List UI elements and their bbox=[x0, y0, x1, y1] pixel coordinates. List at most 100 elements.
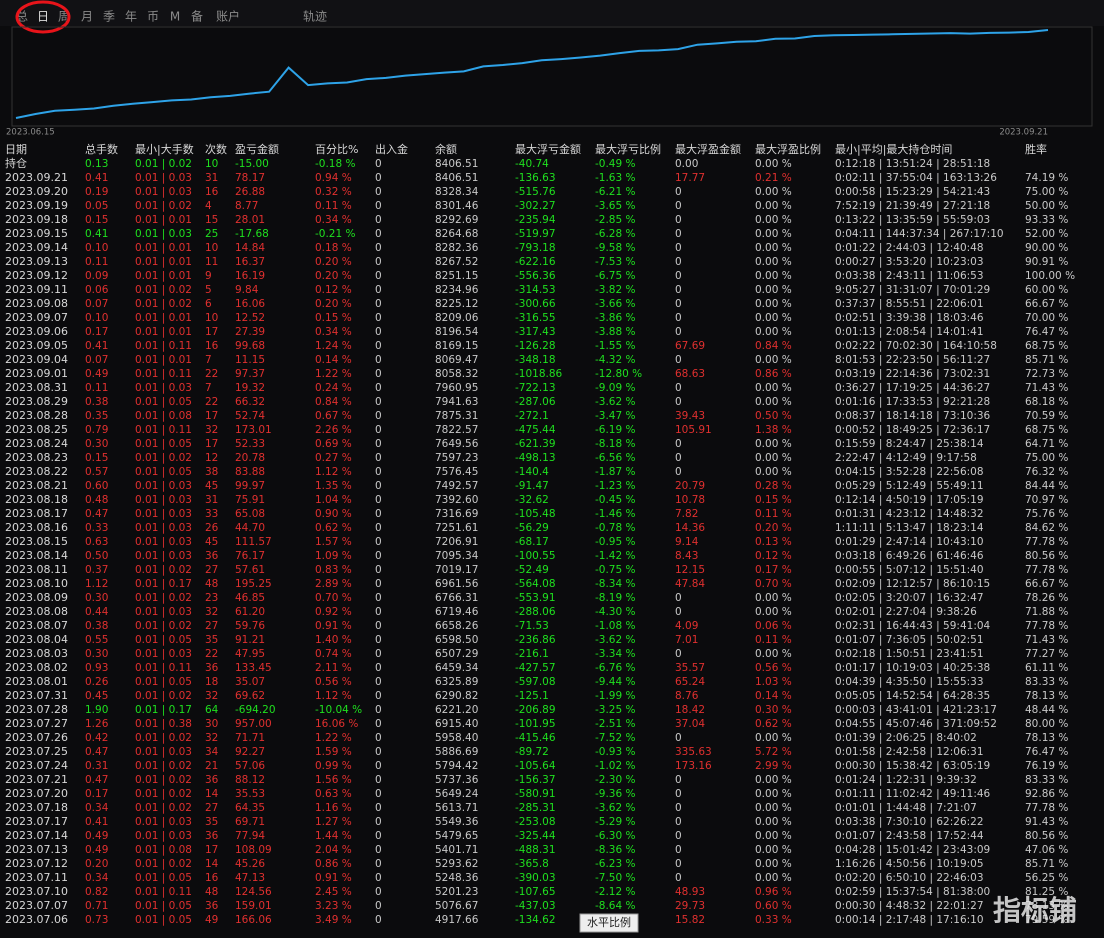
chart-frame bbox=[11, 26, 1093, 127]
cell: 5958.40 bbox=[435, 732, 478, 744]
cell: -519.97 bbox=[515, 228, 556, 240]
toolbar-button[interactable]: 备 bbox=[191, 10, 203, 24]
cell: -9.58 % bbox=[595, 242, 636, 254]
cell: 0.01 | 0.38 bbox=[135, 718, 192, 730]
cell: 0.00 % bbox=[755, 298, 792, 310]
cell: 0.01 | 0.02 bbox=[135, 858, 192, 870]
row-date: 2023.09.06 bbox=[5, 325, 68, 338]
cell: -8.64 % bbox=[595, 900, 636, 912]
toolbar-button[interactable]: 币 bbox=[147, 10, 159, 24]
toolbar-button[interactable]: 账户 bbox=[216, 9, 240, 24]
cell: 1.26 bbox=[85, 718, 109, 730]
cell: 52.74 bbox=[235, 410, 265, 422]
cell: 0.01 | 0.08 bbox=[135, 410, 192, 422]
cell: 12.15 bbox=[675, 564, 705, 576]
cell: 47.84 bbox=[675, 578, 705, 590]
cell: 0.01 | 0.02 bbox=[135, 564, 192, 576]
cell: 0.01 | 0.02 bbox=[135, 592, 192, 604]
cell: 8264.68 bbox=[435, 228, 478, 240]
cell: 99.68 bbox=[235, 340, 265, 352]
cell: 68.18 % bbox=[1025, 396, 1068, 408]
cell: 90.91 % bbox=[1025, 256, 1068, 268]
cell: 0.01 | 0.02 bbox=[135, 298, 192, 310]
row-date: 2023.08.23 bbox=[5, 451, 68, 464]
toolbar-button[interactable]: 轨迹 bbox=[303, 10, 327, 24]
toolbar-button[interactable]: 季 bbox=[103, 10, 115, 24]
cell: 76.19 % bbox=[1025, 760, 1068, 772]
cell: 7316.69 bbox=[435, 508, 478, 520]
cell: -56.29 bbox=[515, 522, 549, 534]
cell: 79.59 % bbox=[1025, 914, 1068, 926]
toolbar-button[interactable]: 年 bbox=[125, 10, 137, 24]
cell: 0.41 bbox=[85, 172, 108, 184]
cell: 0:02:11 | 37:55:04 | 163:13:26 bbox=[835, 172, 997, 184]
cell: 0.00 % bbox=[755, 214, 792, 226]
cell: 7392.60 bbox=[435, 494, 478, 506]
cell: 0 bbox=[375, 536, 382, 548]
toolbar-button[interactable]: 日 bbox=[37, 10, 49, 24]
cell: 32 bbox=[205, 690, 218, 702]
cell: 85.71 % bbox=[1025, 858, 1068, 870]
cell: -0.18 % bbox=[315, 158, 356, 170]
toolbar-button[interactable]: 月 bbox=[81, 10, 93, 24]
cell: 78.13 % bbox=[1025, 690, 1068, 702]
cell: 0.01 | 0.02 bbox=[135, 200, 192, 212]
cell: -1.23 % bbox=[595, 480, 636, 492]
cell: 7206.91 bbox=[435, 536, 478, 548]
cell: 7597.23 bbox=[435, 452, 478, 464]
cell: 0.15 % bbox=[755, 494, 792, 506]
cell: 11.15 bbox=[235, 354, 265, 366]
cell: 8196.54 bbox=[435, 326, 479, 338]
cell: 71.43 % bbox=[1025, 634, 1068, 646]
cell: 9.14 bbox=[675, 536, 699, 548]
cell: 0.34 % bbox=[315, 326, 352, 338]
toolbar-button[interactable]: M bbox=[170, 10, 180, 24]
cell: 0 bbox=[375, 522, 382, 534]
row-date: 持仓 bbox=[5, 156, 27, 170]
cell: -2.30 % bbox=[595, 774, 636, 786]
cell: 0.73 bbox=[85, 914, 108, 926]
cell: 0.01 | 0.05 bbox=[135, 396, 192, 408]
cell: 0.00 % bbox=[755, 466, 792, 478]
cell: 1.12 bbox=[85, 578, 108, 590]
cell: 0 bbox=[675, 326, 682, 338]
cell: -3.47 % bbox=[595, 410, 636, 422]
cell: 0.00 % bbox=[755, 592, 792, 604]
cell: -597.08 bbox=[515, 676, 556, 688]
cell: 2:22:47 | 4:12:49 | 9:17:58 bbox=[835, 452, 977, 464]
watermark: 指标铺 bbox=[993, 894, 1077, 927]
cell: -52.49 bbox=[515, 564, 549, 576]
cell: -5.29 % bbox=[595, 816, 636, 828]
cell: 0:12:18 | 13:51:24 | 28:51:18 bbox=[835, 158, 990, 170]
cell: -6.75 % bbox=[595, 270, 636, 282]
cell: 0 bbox=[675, 312, 682, 324]
cell: 0.01 | 0.02 bbox=[135, 452, 192, 464]
cell: 0 bbox=[375, 438, 382, 450]
cell: 1.24 % bbox=[315, 340, 352, 352]
cell: 0 bbox=[675, 844, 682, 856]
cell: 28.01 bbox=[235, 214, 265, 226]
cell: -3.65 % bbox=[595, 200, 636, 212]
cell: 0:04:11 | 144:37:34 | 267:17:10 bbox=[835, 228, 1004, 240]
cell: 1.22 % bbox=[315, 368, 352, 380]
curve-end: 2023.09.21 bbox=[999, 128, 1048, 138]
cell: 0.99 % bbox=[315, 760, 352, 772]
cell: 0.60 % bbox=[755, 900, 792, 912]
cell: 0.01 | 0.17 bbox=[135, 578, 192, 590]
cell: 0.00 % bbox=[755, 858, 792, 870]
cell: 72.73 % bbox=[1025, 368, 1068, 380]
cell: 0:02:31 | 16:44:43 | 59:41:04 bbox=[835, 620, 991, 632]
cell: 16.19 bbox=[235, 270, 265, 282]
cell: 8.76 bbox=[675, 690, 699, 702]
cell: -365.8 bbox=[515, 858, 549, 870]
cell: 0:01:11 | 11:02:42 | 49:11:46 bbox=[835, 788, 991, 800]
cell: -0.45 % bbox=[595, 494, 636, 506]
cell: 8234.96 bbox=[435, 284, 479, 296]
cell: 0:00:58 | 15:23:29 | 54:21:43 bbox=[835, 186, 990, 198]
cell: 8.77 bbox=[235, 200, 258, 212]
cell: 92.27 bbox=[235, 746, 265, 758]
column-header: 最小|平均|最大持仓时间 bbox=[835, 142, 952, 156]
cell: 16.06 % bbox=[315, 718, 358, 730]
cell: 0:00:30 | 15:38:42 | 63:05:19 bbox=[835, 760, 990, 772]
column-header: 出入金 bbox=[375, 142, 408, 156]
